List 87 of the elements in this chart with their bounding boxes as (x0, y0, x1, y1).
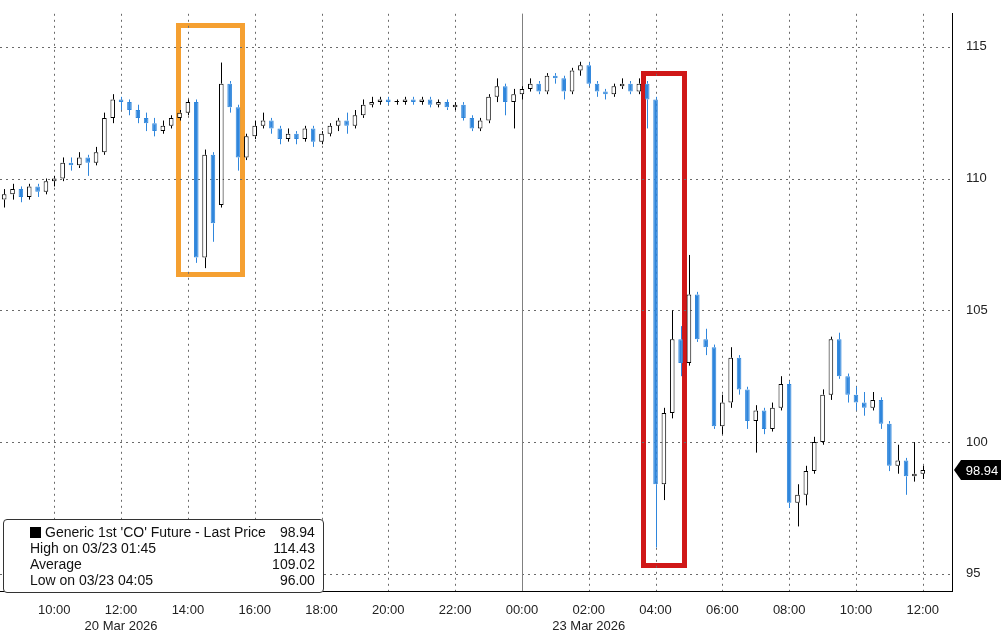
candlestick (920, 465, 926, 480)
candlestick (1, 188, 7, 209)
candlestick (811, 436, 817, 475)
candlestick (360, 98, 366, 119)
x-tick-label: 10:00 (839, 602, 873, 618)
candlestick (836, 332, 842, 380)
y-tick-label: 105 (966, 301, 988, 317)
x-tick-label: 02:00 23 Mar 2026 (552, 602, 626, 631)
candlestick (244, 133, 249, 161)
annotation: Low on 03/23 04:05 (30, 572, 153, 588)
x-tick-label: 22:00 (438, 602, 472, 618)
y-tick-label: 115 (966, 38, 987, 54)
candlestick (26, 183, 32, 201)
candlestick (227, 80, 232, 114)
candlestick (110, 93, 116, 124)
x-tick-label: 14:00 (171, 602, 205, 618)
candlestick (152, 117, 157, 137)
candlestick (10, 183, 15, 201)
candlestick (377, 96, 383, 106)
candlestick (511, 88, 516, 129)
candlestick (628, 80, 633, 95)
legend-label: Generic 1st 'CO' Future - Last Price (44, 524, 266, 540)
x-tick-label: 00:00 (505, 602, 539, 618)
candlestick (127, 98, 132, 116)
candlestick (870, 391, 875, 411)
annotation: High on 03/23 01:45 (30, 540, 157, 556)
x-tick-label: 04:00 (639, 602, 672, 618)
annotation: 98.94 (279, 524, 315, 540)
candlestick (795, 483, 800, 527)
candlestick (118, 96, 124, 111)
candlestick (177, 109, 182, 122)
x-tick-label: 08:00 (772, 602, 806, 618)
annotation: 109.02 (272, 556, 315, 572)
candlestick (536, 80, 541, 95)
candlestick (102, 112, 107, 156)
candlestick (678, 325, 683, 377)
candlestick (219, 62, 224, 209)
candlestick (895, 444, 901, 475)
candlestick (703, 328, 708, 356)
candlestick (193, 98, 199, 264)
candlestick (436, 98, 441, 108)
text: 98.94 (965, 462, 999, 478)
candlestick (862, 391, 867, 417)
annotation: 96.00 (279, 572, 315, 588)
x-tick-label: 18:00 (305, 602, 338, 618)
candlestick (60, 156, 65, 182)
candlestick (820, 388, 825, 446)
candlestick (753, 404, 759, 454)
candlestick (419, 96, 425, 106)
candlestick (611, 83, 617, 98)
candlestick (386, 96, 391, 106)
x-tick-label: 12:00 (906, 602, 940, 618)
candlestick (745, 386, 750, 430)
candlestick (335, 117, 341, 132)
candlestick (294, 130, 299, 145)
candlestick (269, 117, 274, 135)
x-tick-label: 16:00 (238, 602, 271, 618)
x-tick-label: 20:00 (372, 602, 405, 618)
y-tick-label: 95 (966, 565, 981, 581)
candlestick (728, 346, 733, 409)
annotation: Average (30, 556, 82, 572)
candlestick (252, 120, 257, 140)
candlestick (461, 101, 466, 122)
candlestick (720, 394, 725, 435)
candlestick (411, 96, 416, 106)
x-tick-label: 12:00 20 Mar 2026 (84, 602, 158, 631)
candlestick (402, 96, 408, 106)
candlestick (669, 309, 675, 419)
candlestick (77, 151, 82, 169)
y-tick-label: 110 (966, 170, 987, 186)
candlestick (578, 61, 583, 77)
candlestick (85, 154, 90, 177)
candlestick (319, 130, 324, 145)
candlestick (527, 77, 533, 93)
candlestick (770, 402, 775, 433)
candlestick (444, 98, 450, 111)
annotation: 114.43 (273, 540, 315, 556)
candlestick (135, 104, 141, 124)
candlestick (887, 420, 892, 472)
candlestick (344, 112, 349, 135)
x-tick-label: 06:00 (706, 602, 739, 618)
candlestick (502, 83, 508, 116)
y-tick-label: 100 (966, 433, 988, 449)
candlestick (695, 291, 700, 343)
candlestick (845, 373, 850, 404)
candlestick (486, 93, 491, 124)
x-tick-label: 10:00 (38, 602, 71, 618)
